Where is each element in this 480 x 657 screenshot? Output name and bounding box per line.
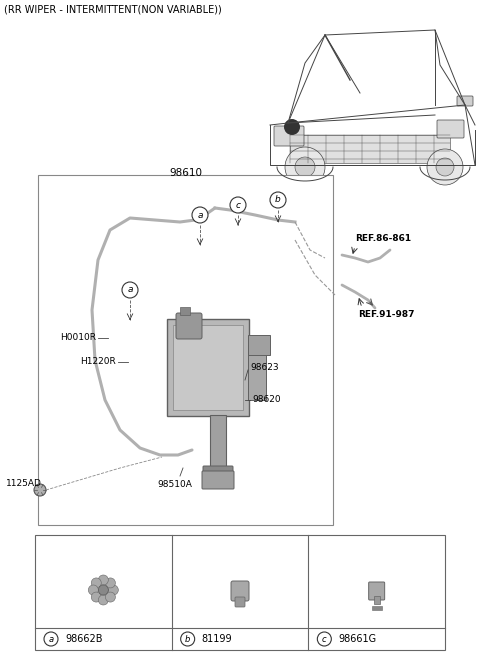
Circle shape <box>192 207 208 223</box>
Text: H1220R: H1220R <box>80 357 116 367</box>
Circle shape <box>285 147 325 187</box>
Text: 98610: 98610 <box>169 168 202 178</box>
Circle shape <box>180 632 195 646</box>
Text: c: c <box>322 635 327 643</box>
Circle shape <box>122 282 138 298</box>
Circle shape <box>34 484 46 496</box>
Bar <box>38 175 333 525</box>
Text: (RR WIPER - INTERMITTENT(NON VARIABLE)): (RR WIPER - INTERMITTENT(NON VARIABLE)) <box>4 4 222 14</box>
Text: 98510A: 98510A <box>157 480 192 489</box>
Text: 98623: 98623 <box>250 363 278 373</box>
Circle shape <box>230 197 246 213</box>
Circle shape <box>91 578 101 588</box>
Bar <box>173 325 243 410</box>
Circle shape <box>436 158 454 176</box>
FancyBboxPatch shape <box>274 126 304 146</box>
Bar <box>248 335 270 355</box>
Circle shape <box>44 632 58 646</box>
Circle shape <box>108 585 119 595</box>
Text: REF.91-987: REF.91-987 <box>358 310 415 319</box>
FancyBboxPatch shape <box>176 313 202 339</box>
Text: 1125AD: 1125AD <box>6 478 42 487</box>
Text: a: a <box>197 210 203 219</box>
Circle shape <box>98 585 108 595</box>
Bar <box>35 535 445 650</box>
Circle shape <box>106 592 115 602</box>
Circle shape <box>88 585 98 595</box>
Circle shape <box>106 578 115 588</box>
Bar <box>372 606 382 610</box>
FancyBboxPatch shape <box>167 319 249 416</box>
Circle shape <box>427 149 463 185</box>
Text: b: b <box>275 196 281 204</box>
Circle shape <box>295 157 315 177</box>
Text: REF.86-861: REF.86-861 <box>355 234 411 243</box>
FancyBboxPatch shape <box>437 120 464 138</box>
Circle shape <box>284 119 300 135</box>
Bar <box>210 415 226 470</box>
FancyBboxPatch shape <box>231 581 249 601</box>
Bar <box>373 596 380 604</box>
Circle shape <box>91 592 101 602</box>
Circle shape <box>98 575 108 585</box>
Text: 98662B: 98662B <box>65 634 103 644</box>
Text: a: a <box>48 635 54 643</box>
Circle shape <box>89 576 117 604</box>
FancyBboxPatch shape <box>457 96 473 106</box>
FancyBboxPatch shape <box>369 582 384 600</box>
Text: b: b <box>185 635 191 643</box>
Circle shape <box>98 595 108 605</box>
Bar <box>290 135 450 163</box>
Text: 98661G: 98661G <box>338 634 376 644</box>
FancyBboxPatch shape <box>202 471 234 489</box>
Bar <box>248 345 266 400</box>
Text: 81199: 81199 <box>202 634 232 644</box>
Circle shape <box>317 632 331 646</box>
Bar <box>180 307 190 315</box>
FancyBboxPatch shape <box>203 466 233 476</box>
Circle shape <box>270 192 286 208</box>
FancyBboxPatch shape <box>235 597 245 607</box>
Text: c: c <box>236 200 240 210</box>
Text: H0010R: H0010R <box>60 334 96 342</box>
Text: 98620: 98620 <box>252 396 281 405</box>
Text: a: a <box>127 286 133 294</box>
